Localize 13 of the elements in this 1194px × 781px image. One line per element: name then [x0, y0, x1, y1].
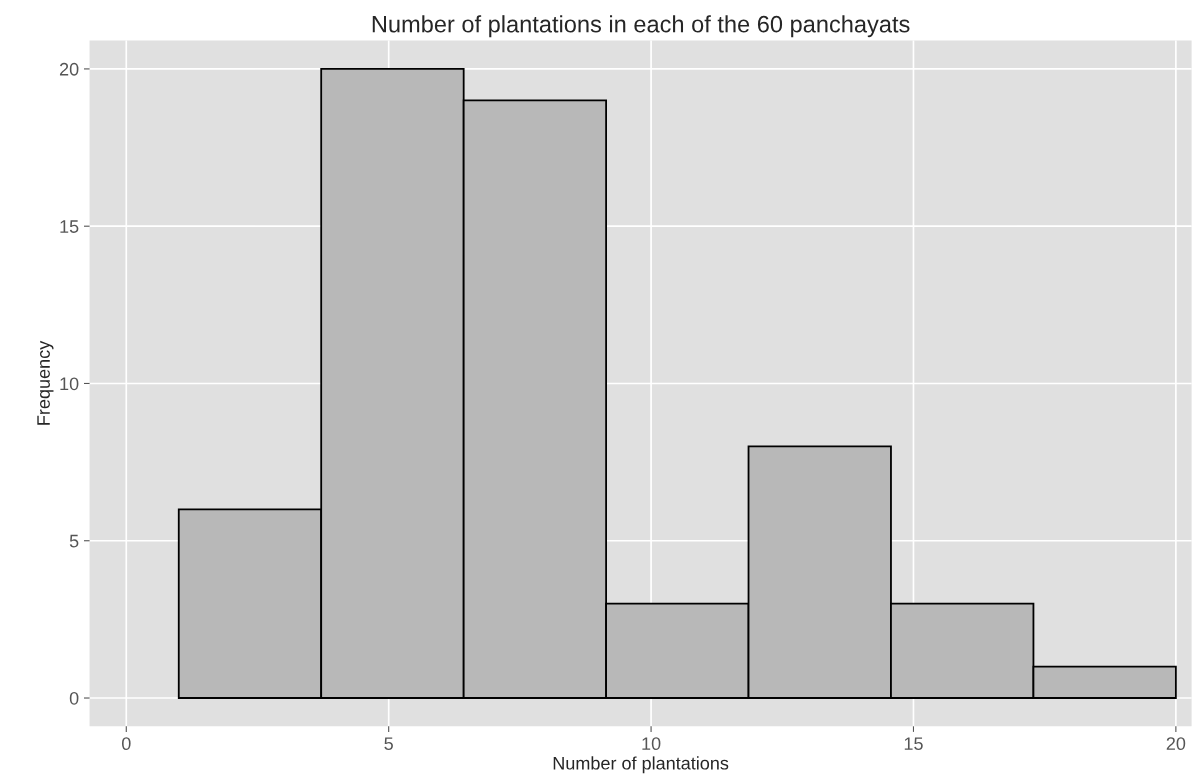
x-tick-label: 10 [642, 737, 661, 751]
y-tick-label: 20 [59, 62, 79, 76]
x-axis-title: Number of plantations [553, 756, 729, 774]
x-tick-label: 15 [904, 737, 923, 751]
x-tick-label: 5 [384, 737, 393, 751]
x-tick-label: 20 [1166, 737, 1186, 751]
chart-title: Number of plantations in each of the 60 panchayats [372, 15, 910, 38]
y-tick-label: 10 [60, 377, 79, 391]
y-tick-label: 5 [69, 534, 79, 548]
y-tick-label: 0 [69, 691, 79, 705]
y-tick-label: 15 [60, 220, 79, 233]
y-axis-title: Frequency [37, 340, 54, 425]
x-tick-label: 0 [121, 737, 131, 751]
